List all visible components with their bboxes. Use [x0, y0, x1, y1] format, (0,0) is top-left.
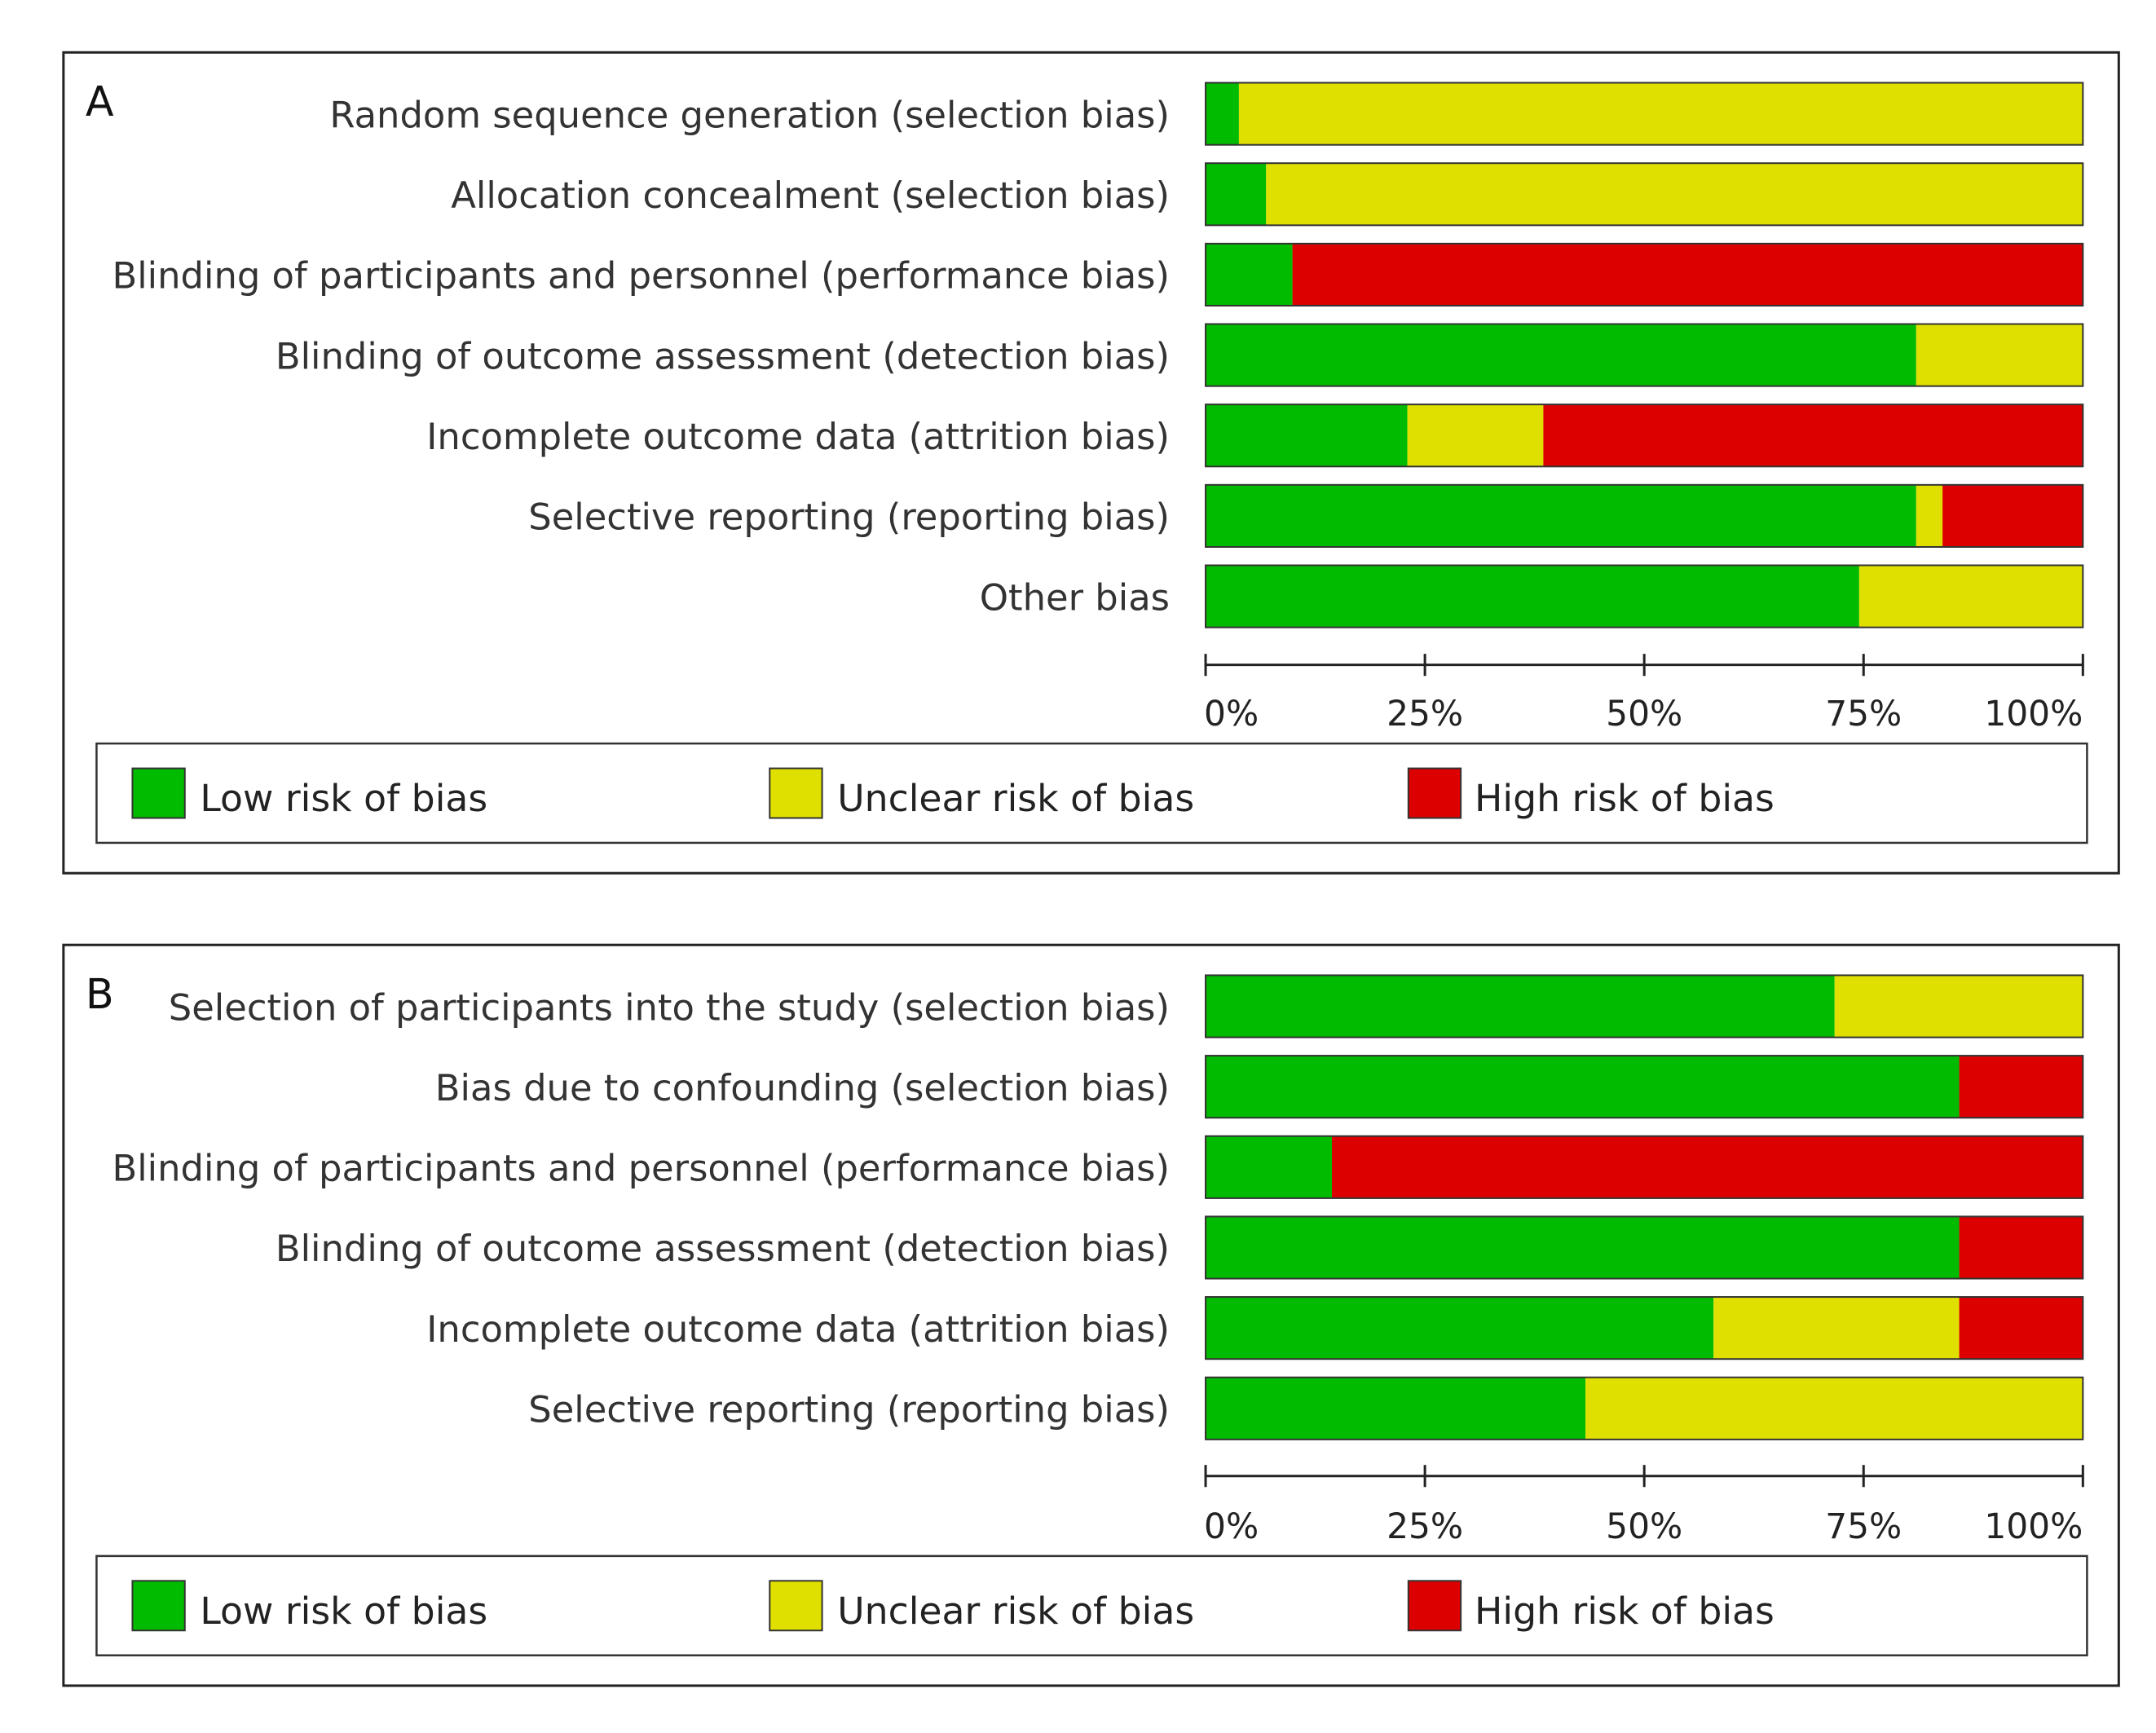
x-tick-label: 25% — [1387, 694, 1463, 734]
panel-b: B Selection of participants into the stud… — [62, 943, 2120, 1687]
bar-segment-unclear — [1266, 163, 2083, 226]
bar-segment-low — [1206, 1297, 1714, 1360]
legend-swatch-unclear — [769, 767, 823, 819]
bar-segment-unclear — [1916, 324, 2083, 386]
bar-segment-high — [1543, 404, 2083, 467]
category-label: Random sequence generation (selection bi… — [329, 93, 1170, 136]
bar-outline — [1205, 403, 2084, 468]
bar-segment-unclear — [1238, 82, 2083, 145]
bar-segment-low — [1206, 82, 1239, 145]
legend-box — [95, 1554, 2088, 1656]
bar-outline — [1205, 1215, 2084, 1280]
category-label: Selective reporting (reporting bias) — [528, 1388, 1170, 1431]
x-tick-label: 0% — [1204, 1506, 1259, 1546]
bar-segment-unclear — [1916, 484, 1943, 547]
bar-outline — [1205, 974, 2084, 1038]
bar-segment-low — [1206, 975, 1835, 1038]
bar-outline — [1205, 323, 2084, 387]
legend-swatch-high — [1407, 767, 1462, 819]
category-label: Blinding of participants and personnel (… — [112, 254, 1170, 298]
bar-segment-high — [1292, 243, 2083, 306]
x-tick-label: 50% — [1606, 1506, 1682, 1546]
bar-outline — [1205, 242, 2084, 307]
legend-label-low: Low risk of bias — [200, 777, 487, 820]
bar-segment-unclear — [1858, 565, 2083, 628]
category-label: Blinding of outcome assessment (detectio… — [276, 1227, 1170, 1270]
bar-outline — [1205, 564, 2084, 628]
panel-label: B — [86, 970, 114, 1018]
bar-segment-high — [1959, 1056, 2083, 1118]
bar-segment-low — [1206, 565, 1859, 628]
legend-swatch-low — [131, 767, 186, 819]
legend-label-low: Low risk of bias — [200, 1590, 487, 1633]
legend-swatch-unclear — [769, 1580, 823, 1632]
legend-label-high: High risk of bias — [1475, 777, 1775, 820]
category-label: Selective reporting (reporting bias) — [528, 496, 1170, 539]
legend-label-unclear: Unclear risk of bias — [837, 777, 1194, 820]
panel-a: A Random sequence generation (selection b… — [62, 51, 2120, 875]
bar-outline — [1205, 82, 2084, 146]
category-label: Incomplete outcome data (attrition bias) — [426, 1307, 1170, 1351]
legend-box — [95, 742, 2088, 844]
x-tick-label: 100% — [1984, 694, 2083, 734]
x-tick-label: 75% — [1825, 1506, 1902, 1546]
bar-segment-high — [1959, 1297, 2083, 1360]
legend-swatch-high — [1407, 1580, 1462, 1632]
category-label: Incomplete outcome data (attrition bias) — [426, 415, 1170, 458]
bar-segment-low — [1206, 243, 1293, 306]
bar-segment-low — [1206, 1135, 1333, 1198]
bar-segment-low — [1206, 404, 1408, 467]
bar-segment-unclear — [1713, 1297, 1960, 1360]
x-tick-label: 25% — [1387, 1506, 1463, 1546]
bar-segment-low — [1206, 1216, 1960, 1279]
bar-segment-unclear — [1585, 1377, 2083, 1440]
bar-segment-low — [1206, 1056, 1960, 1118]
category-label: Allocation concealment (selection bias) — [451, 174, 1170, 217]
category-label: Blinding of participants and personnel (… — [112, 1147, 1170, 1190]
x-tick-label: 0% — [1204, 694, 1259, 734]
x-tick-label: 50% — [1606, 694, 1682, 734]
legend-label-high: High risk of bias — [1475, 1590, 1775, 1633]
bar-segment-low — [1206, 484, 1916, 547]
bar-segment-high — [1332, 1135, 2083, 1198]
category-label: Bias due to confounding (selection bias) — [435, 1066, 1170, 1109]
bar-outline — [1205, 162, 2084, 227]
category-label: Selection of participants into the study… — [169, 986, 1170, 1029]
legend-label-unclear: Unclear risk of bias — [837, 1590, 1194, 1633]
bar-outline — [1205, 1296, 2084, 1360]
category-label: Other bias — [980, 575, 1170, 619]
bar-segment-low — [1206, 163, 1267, 226]
x-tick-label: 75% — [1825, 694, 1902, 734]
bar-segment-high — [1942, 484, 2083, 547]
bar-outline — [1205, 1376, 2084, 1440]
bar-outline — [1205, 1055, 2084, 1119]
category-label: Blinding of outcome assessment (detectio… — [276, 334, 1170, 377]
bar-segment-low — [1206, 324, 1916, 386]
bar-outline — [1205, 1135, 2084, 1199]
legend-swatch-low — [131, 1580, 186, 1632]
bar-outline — [1205, 483, 2084, 548]
bar-segment-high — [1959, 1216, 2083, 1279]
panel-label: A — [86, 77, 114, 126]
bar-segment-unclear — [1407, 404, 1544, 467]
x-tick-label: 100% — [1984, 1506, 2083, 1546]
bar-segment-low — [1206, 1377, 1586, 1440]
bar-segment-unclear — [1834, 975, 2083, 1038]
